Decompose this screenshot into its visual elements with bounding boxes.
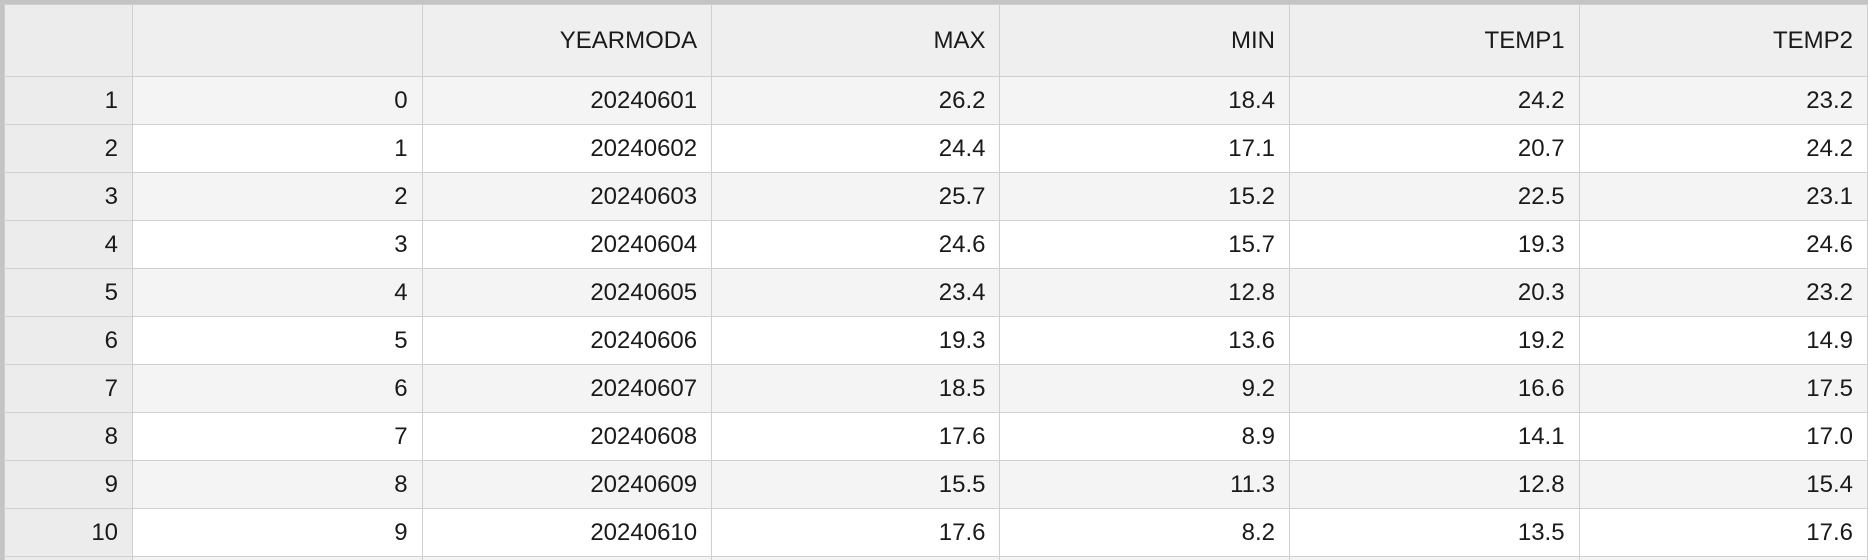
min-cell[interactable]: 17.1 (999, 124, 1291, 173)
max-cell[interactable]: 19.3 (711, 316, 1001, 365)
temp1-cell[interactable]: 20.3 (1289, 268, 1580, 317)
max-cell[interactable]: 18.5 (711, 364, 1001, 413)
empty-cell (4, 556, 134, 560)
temp2-cell[interactable]: 14.9 (1578, 316, 1868, 365)
temp1-cell[interactable]: 22.5 (1289, 172, 1580, 221)
table-row[interactable]: 8 7 20240608 17.6 8.9 14.1 17.0 (4, 412, 1868, 461)
yearmoda-cell[interactable]: 20240606 (421, 316, 713, 365)
index-cell[interactable]: 3 (132, 220, 423, 269)
max-cell[interactable]: 25.7 (711, 172, 1001, 221)
min-cell[interactable]: 15.7 (999, 220, 1291, 269)
yearmoda-cell[interactable]: 20240601 (421, 76, 713, 125)
temp2-cell[interactable]: 17.0 (1578, 412, 1868, 461)
row-number-cell[interactable]: 2 (4, 124, 134, 173)
temp1-cell[interactable]: 12.8 (1289, 460, 1580, 509)
index-cell[interactable]: 4 (132, 268, 423, 317)
index-cell[interactable]: 8 (132, 460, 423, 509)
table-row[interactable]: 5 4 20240605 23.4 12.8 20.3 23.2 (4, 268, 1868, 317)
table-row[interactable]: 7 6 20240607 18.5 9.2 16.6 17.5 (4, 364, 1868, 413)
row-number-cell[interactable]: 5 (4, 268, 134, 317)
row-number-cell[interactable]: 6 (4, 316, 134, 365)
temp2-cell[interactable]: 24.6 (1578, 220, 1868, 269)
temp1-cell[interactable]: 24.2 (1289, 76, 1580, 125)
temp2-cell[interactable]: 23.2 (1578, 76, 1868, 125)
table-row[interactable]: 1 0 20240601 26.2 18.4 24.2 23.2 (4, 76, 1868, 125)
max-cell[interactable]: 17.6 (711, 508, 1001, 557)
max-cell[interactable]: 23.4 (711, 268, 1001, 317)
table-row[interactable]: 3 2 20240603 25.7 15.2 22.5 23.1 (4, 172, 1868, 221)
min-cell[interactable]: 15.2 (999, 172, 1291, 221)
row-number-cell[interactable]: 7 (4, 364, 134, 413)
min-cell[interactable]: 8.9 (999, 412, 1291, 461)
temp2-cell[interactable]: 23.2 (1578, 268, 1868, 317)
table-body: 1 0 20240601 26.2 18.4 24.2 23.2 2 1 20240602 24.4… (4, 76, 1868, 560)
table-row[interactable]: 10 9 20240610 17.6 8.2 13.5 17.6 (4, 508, 1868, 557)
temp2-cell[interactable]: 24.2 (1578, 124, 1868, 173)
empty-cell (1578, 556, 1868, 560)
min-cell[interactable]: 12.8 (999, 268, 1291, 317)
row-number-cell[interactable]: 1 (4, 76, 134, 125)
data-table: YEARMODA MAX MIN TEMP1 TEMP2 1 0 20240601 2… (4, 4, 1868, 560)
empty-cell (711, 556, 1001, 560)
min-cell[interactable]: 18.4 (999, 76, 1291, 125)
index-cell[interactable]: 2 (132, 172, 423, 221)
max-cell[interactable]: 24.4 (711, 124, 1001, 173)
table-row-partial (4, 556, 1868, 560)
temp1-cell[interactable]: 16.6 (1289, 364, 1580, 413)
temp1-cell[interactable]: 14.1 (1289, 412, 1580, 461)
yearmoda-cell[interactable]: 20240607 (421, 364, 713, 413)
temp2-cell[interactable]: 17.5 (1578, 364, 1868, 413)
table-row[interactable]: 6 5 20240606 19.3 13.6 19.2 14.9 (4, 316, 1868, 365)
yearmoda-cell[interactable]: 20240608 (421, 412, 713, 461)
empty-cell (999, 556, 1291, 560)
temp1-cell[interactable]: 19.2 (1289, 316, 1580, 365)
index-cell[interactable]: 6 (132, 364, 423, 413)
yearmoda-cell[interactable]: 20240602 (421, 124, 713, 173)
min-cell[interactable]: 9.2 (999, 364, 1291, 413)
temp1-cell[interactable]: 20.7 (1289, 124, 1580, 173)
max-cell[interactable]: 24.6 (711, 220, 1001, 269)
yearmoda-cell[interactable]: 20240605 (421, 268, 713, 317)
column-header-min[interactable]: MIN (999, 4, 1291, 77)
min-cell[interactable]: 8.2 (999, 508, 1291, 557)
table-row[interactable]: 2 1 20240602 24.4 17.1 20.7 24.2 (4, 124, 1868, 173)
column-header-yearmoda[interactable]: YEARMODA (421, 4, 713, 77)
empty-cell (132, 556, 423, 560)
max-cell[interactable]: 26.2 (711, 76, 1001, 125)
min-cell[interactable]: 11.3 (999, 460, 1291, 509)
table-row[interactable]: 4 3 20240604 24.6 15.7 19.3 24.6 (4, 220, 1868, 269)
column-header-index[interactable] (132, 4, 423, 77)
yearmoda-cell[interactable]: 20240610 (421, 508, 713, 557)
empty-cell (1289, 556, 1580, 560)
index-cell[interactable]: 9 (132, 508, 423, 557)
column-header-temp1[interactable]: TEMP1 (1289, 4, 1580, 77)
header-row: YEARMODA MAX MIN TEMP1 TEMP2 (4, 4, 1868, 77)
table-row[interactable]: 9 8 20240609 15.5 11.3 12.8 15.4 (4, 460, 1868, 509)
empty-cell (421, 556, 713, 560)
yearmoda-cell[interactable]: 20240604 (421, 220, 713, 269)
row-number-cell[interactable]: 8 (4, 412, 134, 461)
temp2-cell[interactable]: 17.6 (1578, 508, 1868, 557)
index-cell[interactable]: 1 (132, 124, 423, 173)
index-cell[interactable]: 0 (132, 76, 423, 125)
max-cell[interactable]: 15.5 (711, 460, 1001, 509)
yearmoda-cell[interactable]: 20240603 (421, 172, 713, 221)
temp2-cell[interactable]: 23.1 (1578, 172, 1868, 221)
row-number-cell[interactable]: 3 (4, 172, 134, 221)
column-header-max[interactable]: MAX (711, 4, 1001, 77)
corner-cell[interactable] (4, 4, 134, 77)
row-number-cell[interactable]: 4 (4, 220, 134, 269)
min-cell[interactable]: 13.6 (999, 316, 1291, 365)
index-cell[interactable]: 5 (132, 316, 423, 365)
temp2-cell[interactable]: 15.4 (1578, 460, 1868, 509)
row-number-cell[interactable]: 9 (4, 460, 134, 509)
temp1-cell[interactable]: 13.5 (1289, 508, 1580, 557)
column-header-temp2[interactable]: TEMP2 (1578, 4, 1868, 77)
temp1-cell[interactable]: 19.3 (1289, 220, 1580, 269)
row-number-cell[interactable]: 10 (4, 508, 134, 557)
index-cell[interactable]: 7 (132, 412, 423, 461)
max-cell[interactable]: 17.6 (711, 412, 1001, 461)
yearmoda-cell[interactable]: 20240609 (421, 460, 713, 509)
